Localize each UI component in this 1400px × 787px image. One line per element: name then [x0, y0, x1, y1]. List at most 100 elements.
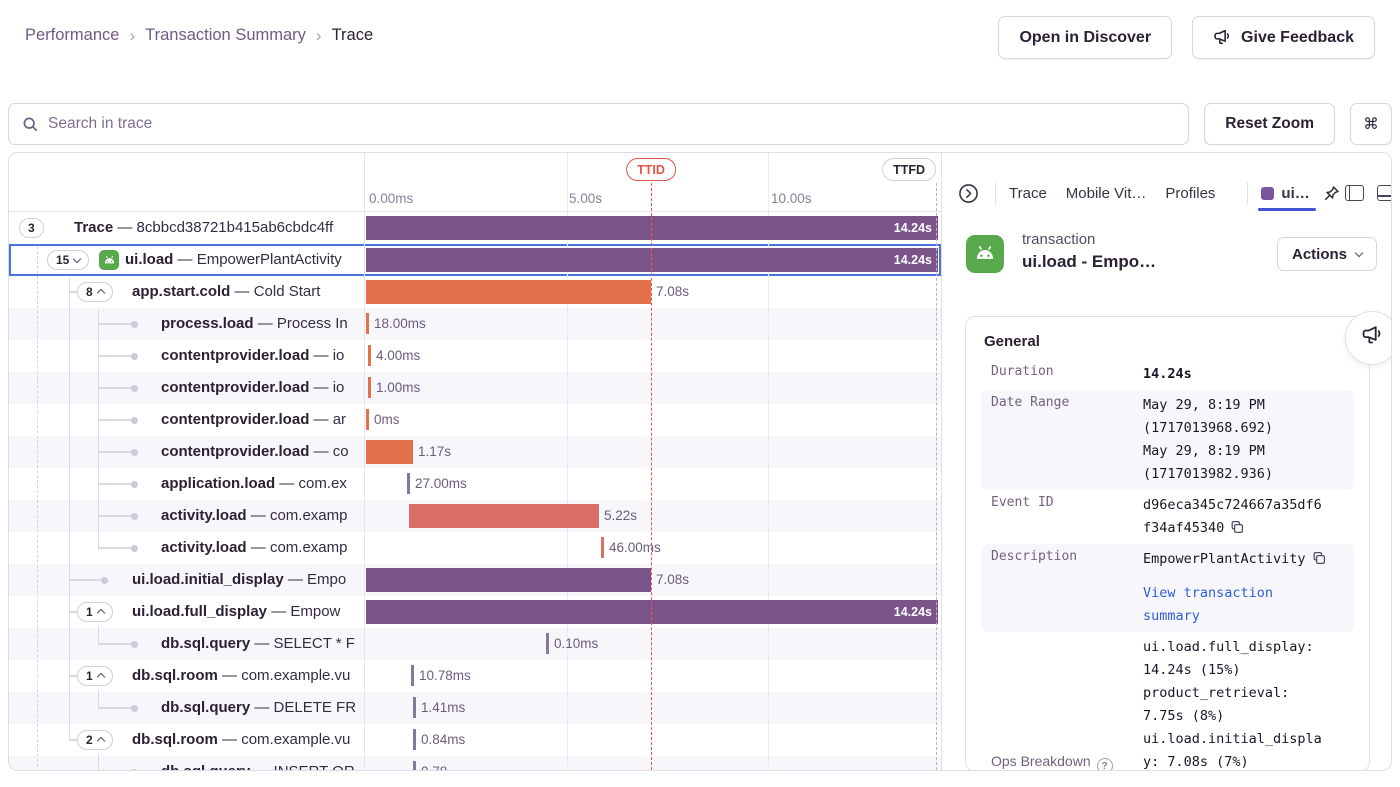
- trace-row[interactable]: application.load — com.ex 27.00ms: [9, 468, 941, 500]
- tab-profiles[interactable]: Profiles: [1165, 184, 1216, 202]
- span-label: activity.load — com.examp: [161, 507, 348, 524]
- reset-zoom-button[interactable]: Reset Zoom: [1204, 103, 1335, 145]
- tree-connector: [98, 451, 134, 453]
- span-duration-tick[interactable]: [407, 473, 410, 494]
- tree-connector: [69, 291, 80, 293]
- trace-row[interactable]: db.sql.query — DELETE FR 1.41ms: [9, 692, 941, 724]
- span-bar[interactable]: 14.24s: [366, 216, 938, 240]
- span-duration-tick[interactable]: [413, 697, 416, 718]
- copy-icon[interactable]: [1230, 520, 1244, 534]
- trace-row[interactable]: activity.load — com.examp 5.22s: [9, 500, 941, 532]
- span-bar[interactable]: [409, 504, 599, 528]
- help-icon[interactable]: ?: [1096, 758, 1113, 770]
- give-feedback-button[interactable]: Give Feedback: [1192, 16, 1375, 59]
- tree-node-dot: [131, 641, 138, 648]
- trace-row[interactable]: contentprovider.load — io 4.00ms: [9, 340, 941, 372]
- span-op: application.load: [161, 475, 276, 492]
- shortcut-button[interactable]: ⌘: [1350, 103, 1392, 145]
- span-duration-tick[interactable]: [368, 377, 371, 398]
- span-label: db.sql.room — com.example.vu: [132, 667, 351, 684]
- span-duration-tick[interactable]: [411, 665, 414, 686]
- trace-row[interactable]: db.sql.query — SELECT * F 0.10ms: [9, 628, 941, 660]
- expand-drawer-icon[interactable]: [957, 182, 980, 205]
- span-duration-tick[interactable]: [413, 729, 416, 750]
- span-op: process.load: [161, 315, 254, 332]
- row-stripe: [9, 468, 941, 500]
- tree-guide-line: [98, 690, 99, 710]
- tree-node-dot: [131, 385, 138, 392]
- detail-value-line: product_retrieval:: [1143, 685, 1290, 701]
- span-duration-tick[interactable]: [413, 761, 416, 770]
- span-count-badge[interactable]: 8: [77, 282, 113, 302]
- span-bar[interactable]: [366, 568, 651, 592]
- span-bar[interactable]: 14.24s: [366, 248, 938, 272]
- span-count-badge[interactable]: 15: [47, 250, 90, 270]
- detail-value-line: ui.load.initial_displa: [1143, 731, 1322, 747]
- trace-row[interactable]: 1 db.sql.room — com.example.vu 10.78ms: [9, 660, 941, 692]
- feedback-fab[interactable]: [1345, 311, 1391, 365]
- actions-button[interactable]: Actions: [1276, 237, 1377, 271]
- detail-value-line: 7.75s (8%): [1143, 708, 1225, 724]
- copy-icon[interactable]: [1312, 551, 1326, 565]
- detail-value-line: (1717013982.936): [1143, 466, 1274, 482]
- trace-row[interactable]: activity.load — com.examp 46.00ms: [9, 532, 941, 564]
- span-label: contentprovider.load — co: [161, 443, 349, 460]
- trace-row[interactable]: contentprovider.load — io 1.00ms: [9, 372, 941, 404]
- span-bar[interactable]: 14.24s: [366, 600, 938, 624]
- tree-connector: [98, 387, 134, 389]
- trace-row[interactable]: 1 ui.load.full_display — Empow 14.24s: [9, 596, 941, 628]
- tree-guide-line: [37, 246, 38, 770]
- dock-left-icon[interactable]: [1344, 185, 1364, 201]
- span-count-badge[interactable]: 1: [77, 602, 113, 622]
- span-duration-tick[interactable]: [546, 633, 549, 654]
- view-transaction-summary-link[interactable]: summary: [1143, 608, 1200, 624]
- dock-bottom-icon[interactable]: [1376, 185, 1391, 201]
- tree-node-dot: [131, 769, 138, 770]
- trace-row[interactable]: db.sql.query — INSERT OR 0.78: [9, 756, 941, 770]
- span-description: io: [332, 379, 345, 396]
- search-input[interactable]: [48, 115, 1176, 133]
- detail-row: Duration 14.24s: [981, 359, 1354, 390]
- tab-ui-load-active[interactable]: ui…: [1258, 185, 1317, 211]
- span-count-badge[interactable]: 2: [77, 730, 113, 750]
- tree-connector: [98, 323, 134, 325]
- span-duration-tick[interactable]: [366, 313, 369, 334]
- tab-mobile-vitals[interactable]: Mobile Vit…: [1065, 184, 1147, 202]
- tab-trace[interactable]: Trace: [1009, 184, 1047, 202]
- trace-row[interactable]: 8 app.start.cold — Cold Start 7.08s: [9, 276, 941, 308]
- search-box[interactable]: [8, 103, 1190, 145]
- trace-row[interactable]: contentprovider.load — co 1.17s: [9, 436, 941, 468]
- trace-row[interactable]: process.load — Process In 18.00ms: [9, 308, 941, 340]
- detail-row-value: ui.load.full_display: 14.24s (15%) product…: [1143, 636, 1344, 770]
- span-duration-tick[interactable]: [366, 409, 369, 430]
- trace-row[interactable]: 3 Trace — 8cbbcd38721b415ab6cbdc4ff 14.24s: [9, 212, 941, 244]
- breadcrumb-transaction-summary[interactable]: Transaction Summary: [145, 26, 306, 44]
- tree-node-dot: [131, 353, 138, 360]
- span-bar[interactable]: [366, 280, 651, 304]
- detail-label-text: Ops Breakdown: [991, 753, 1091, 769]
- breadcrumb-performance[interactable]: Performance: [25, 26, 120, 44]
- detail-value-line: May 29, 8:19 PM: [1143, 443, 1265, 459]
- span-count-badge[interactable]: 1: [77, 666, 113, 686]
- span-description: DELETE FR: [273, 699, 357, 716]
- span-description: SELECT * F: [273, 635, 355, 652]
- span-duration-label: 0ms: [374, 412, 400, 427]
- trace-row[interactable]: contentprovider.load — ar 0ms: [9, 404, 941, 436]
- span-label: contentprovider.load — io: [161, 379, 345, 396]
- header-buttons: Open in Discover Give Feedback: [998, 16, 1375, 59]
- trace-row[interactable]: ui.load.initial_display — Empo 7.08s: [9, 564, 941, 596]
- pin-tab-icon[interactable]: [1323, 185, 1340, 202]
- span-bar[interactable]: [366, 440, 413, 464]
- open-in-discover-button[interactable]: Open in Discover: [998, 16, 1173, 59]
- span-duration-tick[interactable]: [601, 537, 604, 558]
- span-duration-tick[interactable]: [368, 345, 371, 366]
- view-transaction-summary-link[interactable]: View transaction: [1143, 585, 1274, 601]
- span-op: db.sql.query: [161, 635, 251, 652]
- trace-row[interactable]: 2 db.sql.room — com.example.vu 0.84ms: [9, 724, 941, 756]
- chevron-down-icon: [73, 254, 82, 263]
- span-duration-label: 1.00ms: [376, 380, 421, 395]
- span-description: INSERT OR: [274, 763, 355, 770]
- span-count-badge[interactable]: 3: [19, 218, 44, 238]
- trace-row[interactable]: 15 ui.load — EmpowerPlantActivity 14.24s: [9, 244, 941, 276]
